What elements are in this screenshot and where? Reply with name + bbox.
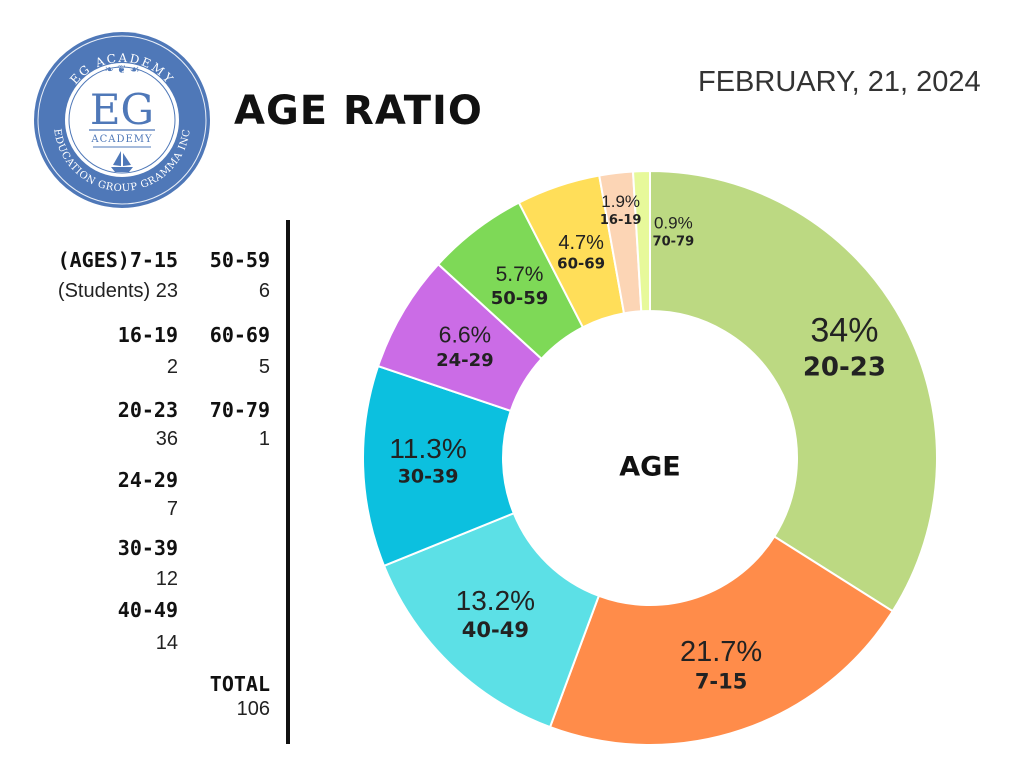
logo-brand-letters: EG [90, 85, 154, 134]
slice-percent-label: 11.3% [389, 433, 466, 464]
table-col2-label-1: 60-69 [209, 323, 270, 347]
table-total-label: TOTAL [209, 672, 270, 696]
table-col1-value-3: 7 [166, 498, 178, 520]
table-col1-label-0: (AGES)7-15 [57, 248, 178, 272]
table-col2-value-0: 6 [258, 280, 270, 302]
table-total-value: 106 [236, 698, 270, 720]
table-col1-label-2: 20-23 [117, 398, 178, 422]
table-col1-label-4: 30-39 [117, 536, 178, 560]
slice-category-label: 40-49 [462, 618, 529, 642]
slice-percent-label: 34% [810, 312, 878, 350]
logo-subtitle: ACADEMY [90, 134, 152, 145]
page-title: AGE RATIO [234, 88, 483, 134]
table-col2-value-2: 1 [258, 428, 270, 450]
slice-category-label: 70-79 [653, 234, 695, 249]
table-col1-value-4: 12 [155, 568, 178, 590]
slice-percent-label: 21.7% [680, 636, 762, 668]
donut-slice-7-15 [548, 535, 895, 746]
table-col1-value-2: 36 [155, 428, 178, 450]
donut-center-label: AGE [619, 452, 681, 483]
table-col2-label-0: 50-59 [209, 248, 270, 272]
slice-category-label: 24-29 [436, 350, 494, 371]
table-col1-value-1: 2 [166, 356, 178, 378]
slice-category-label: 16-19 [600, 213, 642, 228]
slice-percent-label: 5.7% [496, 263, 544, 286]
slice-category-label: 60-69 [557, 255, 605, 273]
slice-category-label: 30-39 [398, 466, 459, 488]
ship-icon [111, 151, 133, 172]
donut-slice-70-79 [631, 169, 651, 313]
table-col2-value-1: 5 [258, 356, 270, 378]
table-col1-value-5: 14 [155, 632, 178, 654]
table-divider [286, 220, 290, 744]
slice-percent-label: 0.9% [654, 214, 693, 233]
table-col2-label-2: 70-79 [209, 398, 270, 422]
table-col1-label-3: 24-29 [117, 468, 178, 492]
slice-category-label: 7-15 [695, 669, 748, 693]
slice-percent-label: 13.2% [456, 585, 535, 616]
donut-slice-20-23 [649, 169, 938, 613]
logo-inner-disc [65, 63, 179, 177]
slice-percent-label: 6.6% [439, 321, 491, 347]
report-date: FEBRUARY, 21, 2024 [698, 66, 981, 98]
table-col1-value-0: (Students) 23 [57, 280, 178, 302]
slice-category-label: 50-59 [491, 288, 549, 309]
slice-category-label: 20-23 [803, 353, 886, 383]
eg-academy-logo: EG ACADEMY EDUCATION GROUP GRAMMA INC ❧ … [34, 32, 210, 208]
table-col1-label-5: 40-49 [117, 598, 178, 622]
slice-percent-label: 1.9% [601, 192, 640, 211]
slice-percent-label: 4.7% [558, 232, 604, 254]
logo-ornament-icon: ❧ ❦ ☙ [104, 63, 139, 76]
table-col1-label-1: 16-19 [117, 323, 178, 347]
